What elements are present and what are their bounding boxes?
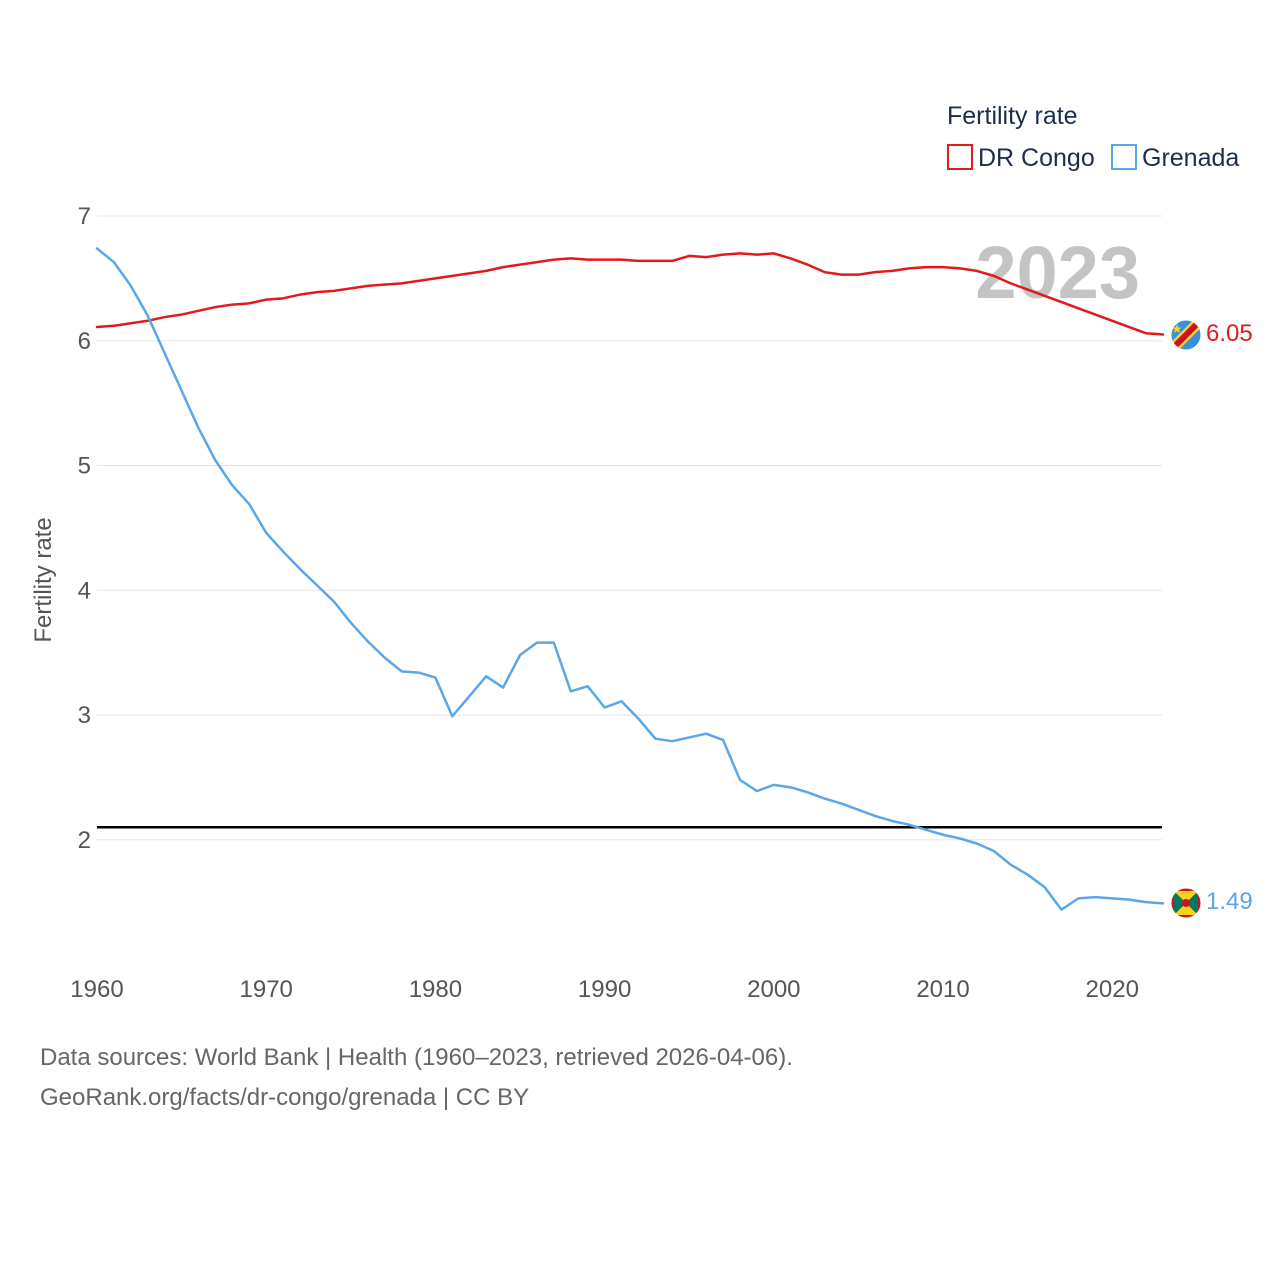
dr-congo-flag-icon [1170,319,1202,351]
x-tick-label-1980: 1980 [409,976,462,1003]
x-tick-label-1960: 1960 [70,976,123,1003]
y-tick-label-4: 4 [78,577,91,604]
legend-label-dr-congo[interactable]: DR Congo [978,144,1095,172]
dr-congo-end-value: 6.05 [1206,320,1253,347]
x-tick-label-2010: 2010 [916,976,969,1003]
source-url-license: GeoRank.org/facts/dr-congo/grenada | CC … [40,1084,530,1111]
y-tick-label-2: 2 [78,827,91,854]
x-axis-ticks: 1960 1970 1980 1990 2000 2010 2020 [70,976,1139,1003]
grenada-end-value: 1.49 [1206,888,1253,915]
y-axis-title: Fertility rate [30,517,57,642]
grenada-flag-icon [1170,887,1202,919]
x-tick-label-1970: 1970 [240,976,293,1003]
legend-label-grenada[interactable]: Grenada [1142,144,1239,172]
y-tick-label-3: 3 [78,702,91,729]
legend-swatch-grenada[interactable] [1111,144,1137,170]
legend-swatch-dr-congo[interactable] [947,144,973,170]
x-tick-label-1990: 1990 [578,976,631,1003]
fertility-rate-chart: 2 3 4 5 6 7 1960 1970 1980 1990 2000 2010 2020 Fert… [30,102,1253,1003]
series-line-dr-congo[interactable] [95,252,1165,336]
legend-title: Fertility rate [947,102,1078,130]
series-lines [95,247,1165,911]
legend: Fertility rate DR Congo Grenada [947,102,1239,172]
x-tick-label-2020: 2020 [1086,976,1139,1003]
x-tick-label-2000: 2000 [747,976,800,1003]
data-source-note: Data sources: World Bank | Health (1960–… [40,1044,793,1071]
y-tick-label-5: 5 [78,453,91,480]
y-tick-label-7: 7 [78,203,91,230]
y-tick-label-6: 6 [78,328,91,355]
series-line-grenada[interactable] [95,247,1165,911]
gridlines [97,215,1162,841]
y-axis-ticks: 2 3 4 5 6 7 [78,203,91,854]
